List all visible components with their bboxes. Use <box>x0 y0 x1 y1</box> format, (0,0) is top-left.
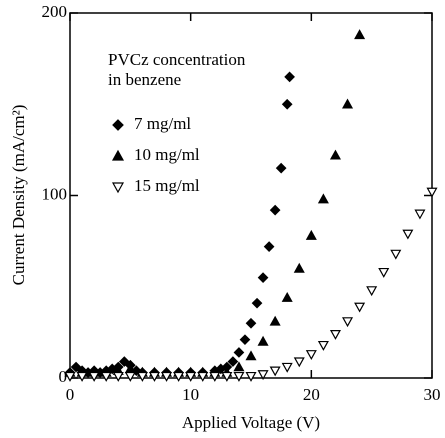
data-point <box>245 350 257 361</box>
data-point <box>88 371 100 382</box>
legend-title: PVCz concentration <box>108 50 246 69</box>
data-point <box>227 356 239 367</box>
data-point <box>136 371 148 382</box>
legend-title: in benzene <box>108 70 181 89</box>
data-point <box>257 272 269 283</box>
y-tick-label: 100 <box>42 184 68 203</box>
y-tick-label: 200 <box>42 2 68 21</box>
data-point <box>305 350 317 361</box>
data-point <box>329 149 341 160</box>
data-point <box>245 371 257 382</box>
data-point <box>263 241 275 252</box>
data-point <box>64 371 76 382</box>
data-point <box>112 371 124 382</box>
data-point <box>293 357 305 368</box>
data-point <box>354 302 366 313</box>
x-tick-label: 20 <box>303 385 320 404</box>
data-point <box>293 262 305 273</box>
x-tick-label: 30 <box>424 385 441 404</box>
data-point <box>239 334 251 346</box>
legend-label: 7 mg/ml <box>134 114 191 133</box>
data-point <box>233 371 245 382</box>
legend-marker <box>112 119 124 131</box>
data-point <box>281 98 293 110</box>
data-point <box>402 229 414 240</box>
data-point <box>124 371 136 382</box>
data-point <box>317 340 329 351</box>
data-point <box>305 229 317 240</box>
data-point <box>100 371 112 382</box>
data-point <box>233 347 245 358</box>
data-point <box>342 317 354 328</box>
x-axis-label: Applied Voltage (V) <box>182 413 320 432</box>
data-point <box>378 267 390 278</box>
data-point <box>148 371 160 382</box>
data-point <box>390 249 402 260</box>
data-point <box>281 362 293 373</box>
data-point <box>221 371 233 382</box>
data-point <box>354 29 366 40</box>
data-point <box>426 187 438 198</box>
x-tick-label: 0 <box>66 385 75 404</box>
data-point <box>173 371 185 382</box>
data-point <box>269 366 281 377</box>
x-tick-label: 10 <box>182 385 199 404</box>
data-point <box>329 330 341 340</box>
data-point <box>275 162 287 174</box>
data-point <box>251 297 263 309</box>
legend-label: 15 mg/ml <box>134 176 200 195</box>
legend-marker <box>111 182 125 194</box>
data-point <box>197 371 209 382</box>
y-axis-label: Current Density (mA/cm²) <box>9 105 28 286</box>
data-point <box>209 371 221 382</box>
data-point <box>257 335 269 346</box>
data-point <box>76 371 88 382</box>
data-point <box>342 98 354 109</box>
data-point <box>161 371 173 382</box>
data-point <box>281 291 293 302</box>
data-point <box>245 317 257 329</box>
data-point <box>284 71 295 83</box>
data-point <box>317 193 329 204</box>
legend-label: 10 mg/ml <box>134 145 200 164</box>
data-point <box>414 209 426 220</box>
data-point <box>185 371 197 382</box>
data-point <box>366 286 378 297</box>
legend-marker <box>111 149 125 161</box>
data-point <box>233 361 245 372</box>
data-point <box>269 204 281 216</box>
y-tick-label: 0 <box>59 367 68 386</box>
data-point <box>269 315 281 326</box>
data-point <box>257 370 269 381</box>
